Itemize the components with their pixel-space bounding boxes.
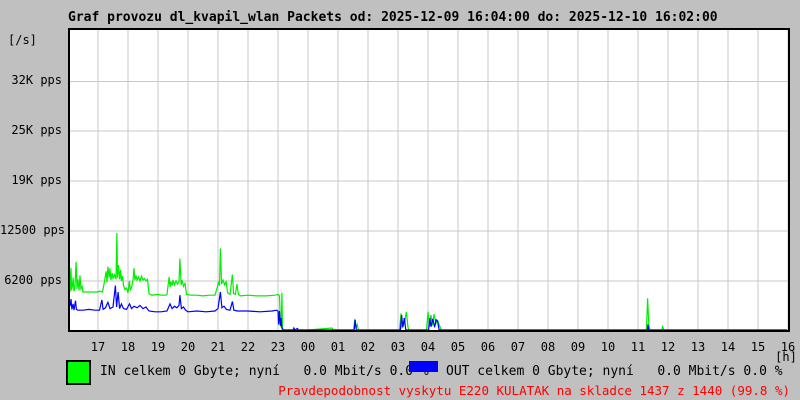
x-tick-label: 00 bbox=[300, 340, 316, 354]
x-tick-label: 14 bbox=[720, 340, 736, 354]
y-tick-label: 25K pps bbox=[11, 123, 62, 138]
x-tick-label: 03 bbox=[390, 340, 406, 354]
x-tick-label: 17 bbox=[90, 340, 106, 354]
x-tick-label: 11 bbox=[630, 340, 646, 354]
legend-in-swatch bbox=[66, 360, 91, 385]
y-tick-label: 6200 pps bbox=[4, 272, 62, 287]
series-in-line bbox=[70, 232, 788, 330]
status-probability-text: Pravdepodobnost vyskytu E220 KULATAK na … bbox=[278, 383, 790, 398]
x-tick-label: 10 bbox=[600, 340, 616, 354]
traffic-chart bbox=[70, 30, 788, 330]
x-tick-label: 04 bbox=[420, 340, 436, 354]
x-tick-label: 23 bbox=[270, 340, 286, 354]
plot-area bbox=[68, 28, 790, 332]
legend-out-swatch bbox=[409, 361, 438, 372]
x-tick-label: 19 bbox=[150, 340, 166, 354]
y-tick-label: 19K pps bbox=[11, 173, 62, 188]
x-tick-label: 13 bbox=[690, 340, 706, 354]
graph-title: Graf provozu dl_kvapil_wlan Packets od: … bbox=[68, 10, 718, 25]
series-out-line bbox=[70, 285, 788, 330]
y-tick-label: 12500 pps bbox=[0, 223, 66, 237]
x-tick-label: 21 bbox=[210, 340, 226, 354]
x-tick-label: 01 bbox=[330, 340, 346, 354]
x-tick-label: 02 bbox=[360, 340, 376, 354]
x-tick-label: 08 bbox=[540, 340, 556, 354]
x-axis-unit-label: [h] bbox=[775, 350, 797, 364]
x-tick-label: 07 bbox=[510, 340, 526, 354]
x-tick-label: 12 bbox=[660, 340, 676, 354]
legend-out-label: OUT celkem 0 Gbyte; nyní 0.0 Mbit/s 0.0 … bbox=[446, 364, 783, 379]
y-axis-unit-label: [/s] bbox=[8, 33, 37, 47]
x-tick-label: 06 bbox=[480, 340, 496, 354]
x-tick-label: 15 bbox=[750, 340, 766, 354]
x-tick-label: 22 bbox=[240, 340, 256, 354]
legend-in-label: IN celkem 0 Gbyte; nyní 0.0 Mbit/s 0.0 % bbox=[100, 364, 429, 379]
x-tick-label: 16 bbox=[780, 340, 796, 354]
x-tick-label: 20 bbox=[180, 340, 196, 354]
x-tick-label: 18 bbox=[120, 340, 136, 354]
x-tick-label: 09 bbox=[570, 340, 586, 354]
x-tick-label: 05 bbox=[450, 340, 466, 354]
y-tick-label: 32K pps bbox=[11, 73, 62, 88]
